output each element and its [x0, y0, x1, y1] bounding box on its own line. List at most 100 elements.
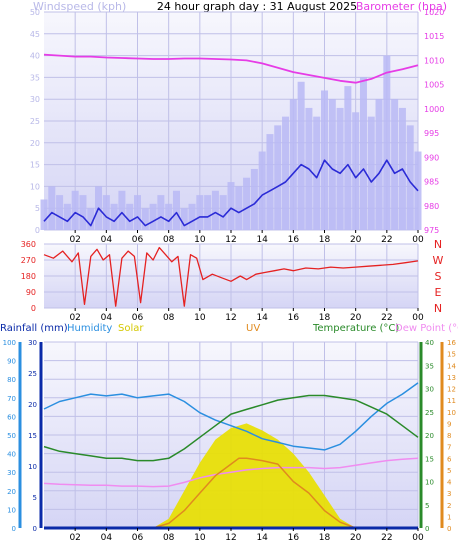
gust-bar: [172, 190, 180, 230]
x-tick-label: 14: [256, 313, 268, 323]
gust-bar: [289, 99, 297, 230]
gust-bar: [188, 203, 196, 230]
legend-entry: Dew Point (°C): [395, 323, 458, 334]
humidity-tick-label: 60: [7, 413, 16, 421]
x-tick-label: 16: [288, 235, 300, 245]
rain-hum-temp-panel: 0102030405060708090100051015202530051015…: [0, 323, 458, 543]
solar-series: [153, 423, 356, 528]
legend-entry: Rainfall (mm): [0, 323, 68, 334]
x-tick-label: 02: [69, 313, 80, 323]
uv-tick-label: 16: [447, 339, 456, 347]
gust-bar: [134, 195, 141, 230]
wind-direction-series: [43, 246, 419, 307]
barometer-series: [43, 53, 419, 84]
gust-bar: [180, 208, 188, 230]
windspeed-tick-label: 15: [30, 161, 40, 170]
x-tick-label: 04: [101, 235, 113, 245]
windspeed-tick-label: 35: [30, 73, 40, 82]
uv-tick-label: 2: [447, 502, 451, 510]
rain-tick-label: 10: [28, 463, 37, 471]
temp-tick-label: 25: [425, 409, 434, 417]
gust-bar: [56, 195, 64, 230]
x-tick-label: 20: [350, 533, 362, 543]
barometer-tick-label: 995: [424, 129, 439, 138]
windspeed-tick-label: 0: [35, 226, 40, 235]
windspeed-tick-label: 20: [30, 139, 40, 148]
uv-tick-label: 15: [447, 351, 456, 359]
gust-bar: [102, 195, 110, 230]
uv-tick-label: 9: [447, 420, 451, 428]
temp-tick-label: 30: [425, 386, 434, 394]
uv-tick-label: 5: [447, 467, 451, 475]
x-tick-label: 00: [412, 533, 424, 543]
uv-tick-label: 13: [447, 374, 456, 382]
x-tick-label: 16: [288, 313, 300, 323]
gust-bar: [63, 203, 71, 230]
x-tick-label: 10: [194, 533, 206, 543]
x-tick-label: 20: [350, 235, 362, 245]
legend-entry: Solar: [118, 323, 144, 334]
gust-bar: [157, 195, 165, 230]
x-tick-label: 22: [381, 533, 392, 543]
uv-tick-label: 3: [447, 490, 451, 498]
barometer-axis-title: Barometer (hpa): [356, 0, 447, 13]
humidity-tick-label: 30: [7, 469, 16, 477]
x-tick-label: 06: [132, 533, 144, 543]
x-tick-label: 14: [256, 235, 268, 245]
gust-bar: [383, 55, 391, 230]
compass-label: N: [434, 302, 442, 315]
gust-bar: [110, 203, 118, 230]
temp-tick-label: 5: [425, 502, 429, 510]
temp-tick-label: 10: [425, 479, 434, 487]
humidity-tick-label: 0: [12, 525, 16, 533]
legend-entry: Temperature (°C): [312, 323, 399, 334]
wind-baro-ticks: 0510152025303540455097598098599099510001…: [30, 8, 445, 245]
windspeed-tick-label: 25: [30, 117, 40, 126]
humidity-tick-label: 90: [7, 358, 16, 366]
windspeed-tick-label: 40: [30, 52, 40, 61]
temperature-line: [43, 394, 419, 462]
humidity-line: [43, 382, 419, 451]
gust-bar: [367, 116, 375, 230]
gust-bar: [266, 134, 274, 230]
gust-bar: [165, 203, 173, 230]
humidity-tick-label: 40: [7, 451, 16, 459]
direction-tick-label: 90: [26, 288, 36, 297]
gust-bar: [204, 195, 212, 230]
x-tick-label: 16: [288, 533, 300, 543]
humidity-tick-label: 80: [7, 376, 16, 384]
gust-bar: [352, 112, 360, 230]
barometer-tick-label: 985: [424, 178, 439, 187]
legend-entry: Humidity: [67, 323, 112, 334]
windspeed-series: [43, 159, 419, 227]
barometer-tick-label: 1020: [424, 8, 444, 17]
uv-tick-label: 11: [447, 397, 456, 405]
windspeed-tick-label: 45: [30, 30, 40, 39]
windspeed-axis-title: Windspeed (kph): [33, 0, 126, 13]
gust-bar: [336, 107, 344, 230]
windspeed-tick-label: 30: [30, 95, 40, 104]
compass-label: N: [434, 238, 442, 251]
x-tick-label: 04: [101, 313, 113, 323]
x-tick-label: 20: [350, 313, 362, 323]
humidity-tick-label: 10: [7, 506, 16, 514]
uv-tick-label: 12: [447, 386, 456, 394]
humidity-tick-label: 70: [7, 395, 16, 403]
x-tick-label: 00: [412, 235, 424, 245]
barometer-tick-label: 980: [424, 202, 439, 211]
temp-tick-label: 0: [425, 525, 429, 533]
temp-tick-label: 15: [425, 455, 434, 463]
gust-bar: [79, 195, 87, 230]
wind-direction-line: [43, 246, 419, 307]
gust-series: [40, 55, 422, 231]
dewpoint-line: [43, 457, 419, 488]
x-tick-label: 18: [319, 533, 331, 543]
gust-bar: [149, 203, 157, 230]
direction-tick-label: 360: [21, 240, 36, 249]
rain-tick-label: 25: [28, 370, 37, 378]
rain-hum-temp-legend: Rainfall (mm) Humidity Solar UV Temperature …: [0, 323, 458, 334]
gust-bar: [313, 116, 321, 230]
uv-tick-label: 10: [447, 409, 456, 417]
temp-tick-label: 20: [425, 432, 434, 440]
